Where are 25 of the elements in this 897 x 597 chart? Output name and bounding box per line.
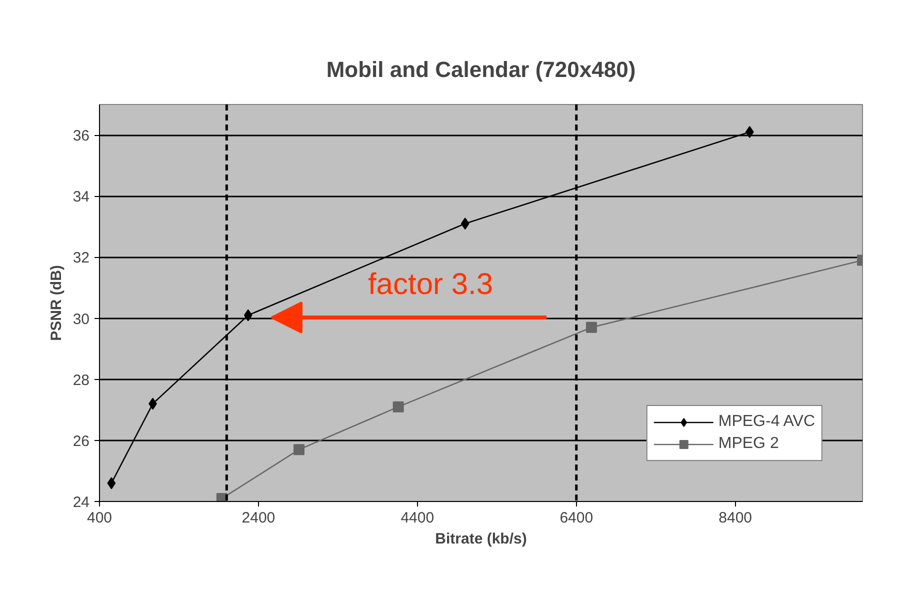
point <box>745 126 754 138</box>
point <box>460 218 470 230</box>
y-tick-label: 34 <box>72 188 90 206</box>
point <box>392 401 404 412</box>
y-axis-title: PSNR (dB) <box>48 265 65 341</box>
point <box>293 444 304 456</box>
legend-label: MPEG 2 <box>718 435 779 453</box>
x-tick-label: 6400 <box>560 510 594 526</box>
x-tick-label: 400 <box>86 510 112 526</box>
y-tick-label: 30 <box>72 310 90 328</box>
y-tick-label: 26 <box>72 432 90 450</box>
x-tick-label: 4400 <box>400 510 434 526</box>
annotation: factor 3.3 <box>368 268 494 301</box>
x-tick-label: 2400 <box>242 510 276 526</box>
y-tick-label: 28 <box>72 372 90 389</box>
point <box>244 309 252 322</box>
x-tick-label: 8400 <box>718 510 752 526</box>
point <box>586 322 597 333</box>
y-tick-label: 32 <box>72 250 90 267</box>
x-axis-title: Bitrate (kb/s) <box>435 530 527 548</box>
chart-title: Mobil and Calendar (720x480) <box>326 57 636 82</box>
point <box>107 477 116 490</box>
y-tick-label: 24 <box>72 494 90 511</box>
y-tick-label: 36 <box>72 128 90 145</box>
legend-label: MPEG-4 AVC <box>718 413 815 431</box>
